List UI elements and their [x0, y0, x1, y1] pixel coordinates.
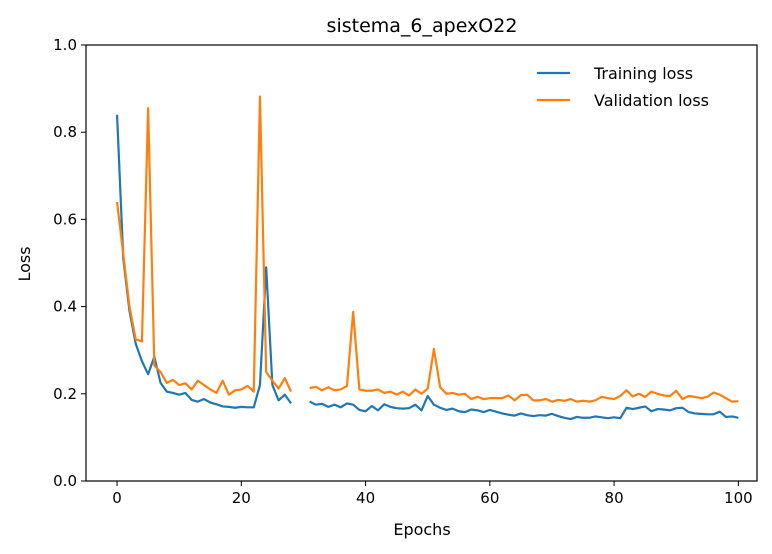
x-tick-label: 100: [724, 489, 753, 507]
y-axis-label: Loss: [15, 246, 34, 281]
training-loss-line-segment-2: [309, 394, 739, 421]
validation-loss-line-segment-1: [115, 95, 293, 396]
plot-frame: [85, 44, 758, 482]
legend-label: Training loss: [593, 64, 693, 83]
x-tick-label: 40: [356, 489, 375, 507]
x-axis: 0 20 40 60 80 100: [112, 481, 753, 507]
y-tick-label: 1.0: [53, 36, 77, 54]
y-tick-label: 0.6: [53, 210, 77, 228]
x-tick-label: 80: [605, 489, 624, 507]
y-tick-label: 0.0: [53, 472, 77, 490]
y-tick-label: 0.8: [53, 123, 77, 141]
y-tick-label: 0.2: [53, 385, 77, 403]
y-tick-label: 0.4: [53, 298, 77, 316]
x-tick-label: 60: [480, 489, 499, 507]
legend-label: Validation loss: [594, 91, 709, 110]
x-tick-label: 0: [112, 489, 122, 507]
legend: Training loss Validation loss: [537, 64, 709, 110]
x-axis-label: Epochs: [393, 520, 450, 539]
plot-area: [115, 95, 739, 421]
y-axis: 0.0 0.2 0.4 0.6 0.8 1.0: [53, 36, 86, 490]
training-loss-line-segment-1: [115, 114, 292, 409]
x-tick-label: 20: [232, 489, 251, 507]
validation-loss-line-segment-2: [309, 310, 739, 403]
chart-title: sistema_6_apexO22: [327, 15, 518, 37]
